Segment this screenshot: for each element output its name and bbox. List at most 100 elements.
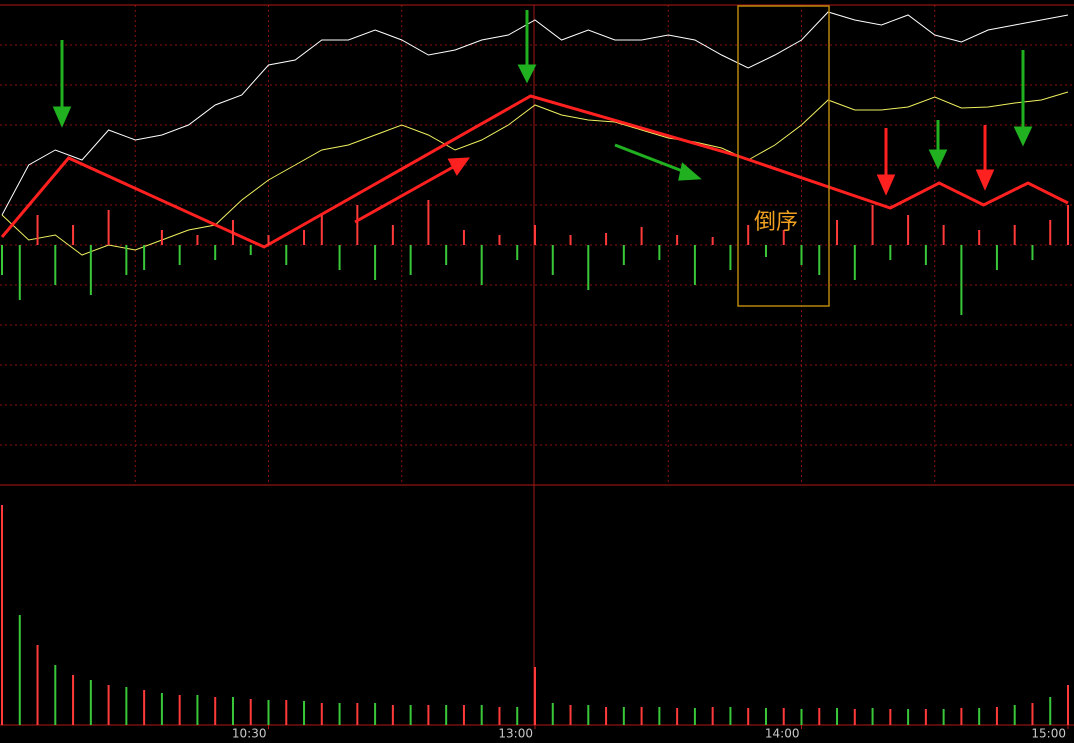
flow-bar — [569, 235, 572, 245]
volume-bar — [445, 705, 448, 725]
flow-bar — [640, 227, 643, 245]
volume-bar — [143, 690, 146, 725]
volume-bar — [889, 709, 892, 725]
volume-bar — [995, 707, 998, 725]
volume-bar — [871, 708, 874, 725]
flow-bar — [267, 235, 270, 245]
flow-bar — [480, 245, 483, 285]
arrow-head — [876, 174, 896, 196]
volume-bar — [338, 703, 341, 725]
volume-bar — [498, 707, 501, 725]
arrow — [614, 143, 686, 174]
volume-bar — [836, 708, 839, 725]
flow-bar — [534, 225, 536, 245]
volume-bar — [125, 687, 128, 725]
flow-bar — [587, 245, 590, 290]
volume-bar — [516, 707, 519, 725]
flow-bar — [516, 245, 519, 260]
x-tick-label: 10:30 — [232, 727, 267, 741]
flow-bar — [231, 220, 234, 245]
volume-bar — [658, 707, 661, 725]
flow-bar — [871, 205, 874, 245]
flow-bar — [303, 230, 306, 245]
volume-bar — [285, 700, 288, 725]
flow-bar — [622, 245, 625, 265]
volume-bar — [480, 705, 483, 725]
marks — [0, 11, 1069, 725]
flow-bar — [498, 235, 501, 245]
volume-bar — [1067, 685, 1069, 725]
volume-bar — [747, 708, 750, 725]
arrow-head — [1013, 126, 1033, 147]
volume-bar — [960, 708, 963, 725]
x-tick-label: 15:00 — [1031, 727, 1066, 741]
volume-bar — [72, 675, 75, 725]
volume-bar — [462, 705, 465, 725]
flow-bar — [214, 245, 217, 260]
volume-bar — [729, 707, 732, 725]
flow-bar — [605, 233, 608, 245]
flow-bar — [978, 230, 981, 245]
volume-bar — [978, 708, 981, 725]
flow-bar — [320, 215, 323, 245]
x-tick-label: 14:00 — [765, 727, 800, 741]
volume-bar — [942, 709, 945, 725]
highlight-box — [737, 5, 830, 307]
volume-bar — [800, 709, 803, 725]
volume-bar — [267, 700, 270, 725]
flow-bar — [800, 245, 803, 265]
volume-bar — [18, 615, 21, 725]
volume-bar — [640, 707, 643, 725]
flow-bar — [249, 245, 252, 255]
arrow-head — [975, 169, 995, 191]
flow-bar — [693, 245, 696, 285]
flow-bar — [1067, 205, 1069, 245]
flow-bar — [18, 245, 21, 300]
flow-bar — [445, 245, 448, 265]
flow-bar — [178, 245, 181, 265]
volume-bar — [853, 709, 856, 725]
volume-bar — [427, 705, 430, 725]
arrow-head — [447, 157, 471, 176]
volume-bar — [391, 705, 394, 725]
volume-bar — [303, 701, 306, 725]
flow-bar — [711, 237, 714, 245]
volume-bar — [534, 667, 536, 725]
flow-bar — [409, 245, 412, 275]
volume-bar — [89, 680, 92, 725]
volume-bar — [1, 505, 3, 725]
flow-bar — [1013, 225, 1016, 245]
flow-bar — [72, 225, 75, 245]
flow-bar — [462, 230, 465, 245]
volume-bar — [36, 645, 39, 725]
price-line — [1, 91, 1069, 256]
volume-bar — [782, 708, 785, 725]
flow-bar — [924, 245, 927, 265]
volume-bar — [676, 708, 679, 725]
flow-bar — [907, 215, 910, 245]
flow-bar — [427, 200, 430, 245]
volume-bar — [231, 697, 234, 725]
flow-bar — [942, 225, 945, 245]
flow-bar — [658, 245, 661, 260]
flow-bar — [836, 220, 839, 245]
flow-bar — [356, 205, 359, 245]
flow-bar — [853, 245, 856, 280]
price-line — [0, 94, 1069, 249]
volume-bar — [214, 697, 217, 725]
volume-bar — [818, 708, 821, 725]
volume-bar — [1049, 697, 1052, 725]
volume-bar — [924, 709, 927, 725]
flow-bar — [1031, 245, 1034, 260]
flow-bar — [338, 245, 341, 270]
flow-bar — [107, 210, 110, 245]
flow-bar — [89, 245, 92, 295]
arrow-head — [517, 64, 537, 84]
volume-bar — [693, 708, 696, 725]
flow-bar — [764, 245, 767, 257]
flow-bar — [160, 230, 163, 245]
arrow — [354, 164, 456, 224]
flow-bar — [285, 245, 288, 265]
